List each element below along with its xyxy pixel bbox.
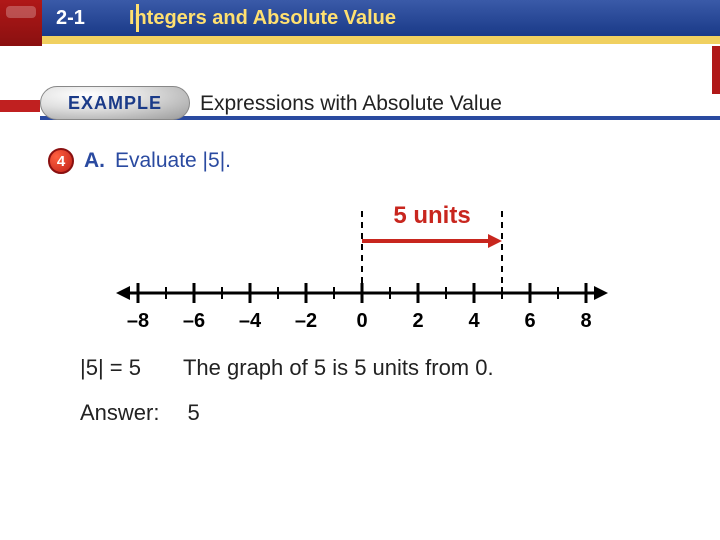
example-row: EXAMPLE Expressions with Absolute Value (0, 86, 720, 126)
svg-text:–2: –2 (295, 310, 317, 332)
header-red-block (0, 0, 42, 46)
statement-rhs: The graph of 5 is 5 units from 0. (183, 355, 494, 381)
problem-text: Evaluate |5|. (115, 149, 231, 173)
svg-text:8: 8 (580, 310, 591, 332)
answer-label: Answer: (80, 400, 159, 426)
number-line-diagram: –8 –6 –4 –2 0 2 4 6 8 5 units (100, 195, 640, 345)
example-red-tab (0, 100, 40, 112)
example-badge: EXAMPLE (40, 86, 190, 120)
example-topic: Expressions with Absolute Value (200, 92, 502, 116)
section-number: 2-1 (56, 7, 85, 30)
svg-text:5 units: 5 units (393, 202, 470, 229)
svg-text:–6: –6 (183, 310, 205, 332)
svg-text:2: 2 (412, 310, 423, 332)
section-title: Integers and Absolute Value (129, 7, 396, 30)
svg-text:0: 0 (356, 310, 367, 332)
example-label: EXAMPLE (68, 93, 162, 114)
problem-number: 4 (57, 153, 65, 170)
header-gloss (6, 6, 36, 18)
header-blue-bar: 2-1 Integers and Absolute Value (42, 0, 720, 36)
problem-prefix: A. (84, 149, 105, 173)
svg-text:4: 4 (468, 310, 480, 332)
svg-text:–4: –4 (239, 310, 262, 332)
svg-text:6: 6 (524, 310, 535, 332)
header-yellow-strip (42, 36, 720, 44)
problem-number-badge: 4 (48, 148, 74, 174)
header-separator (136, 4, 139, 32)
statement-lhs: |5| = 5 (80, 355, 141, 381)
lesson-header: 2-1 Integers and Absolute Value (0, 0, 720, 46)
statement-row: |5| = 5 The graph of 5 is 5 units from 0… (80, 355, 494, 381)
answer-value: 5 (187, 400, 199, 426)
answer-row: Answer: 5 (80, 400, 200, 426)
problem-row: 4 A. Evaluate |5|. (48, 148, 231, 174)
svg-text:–8: –8 (127, 310, 149, 332)
